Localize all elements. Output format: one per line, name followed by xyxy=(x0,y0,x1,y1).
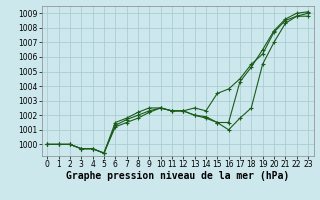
X-axis label: Graphe pression niveau de la mer (hPa): Graphe pression niveau de la mer (hPa) xyxy=(66,171,289,181)
